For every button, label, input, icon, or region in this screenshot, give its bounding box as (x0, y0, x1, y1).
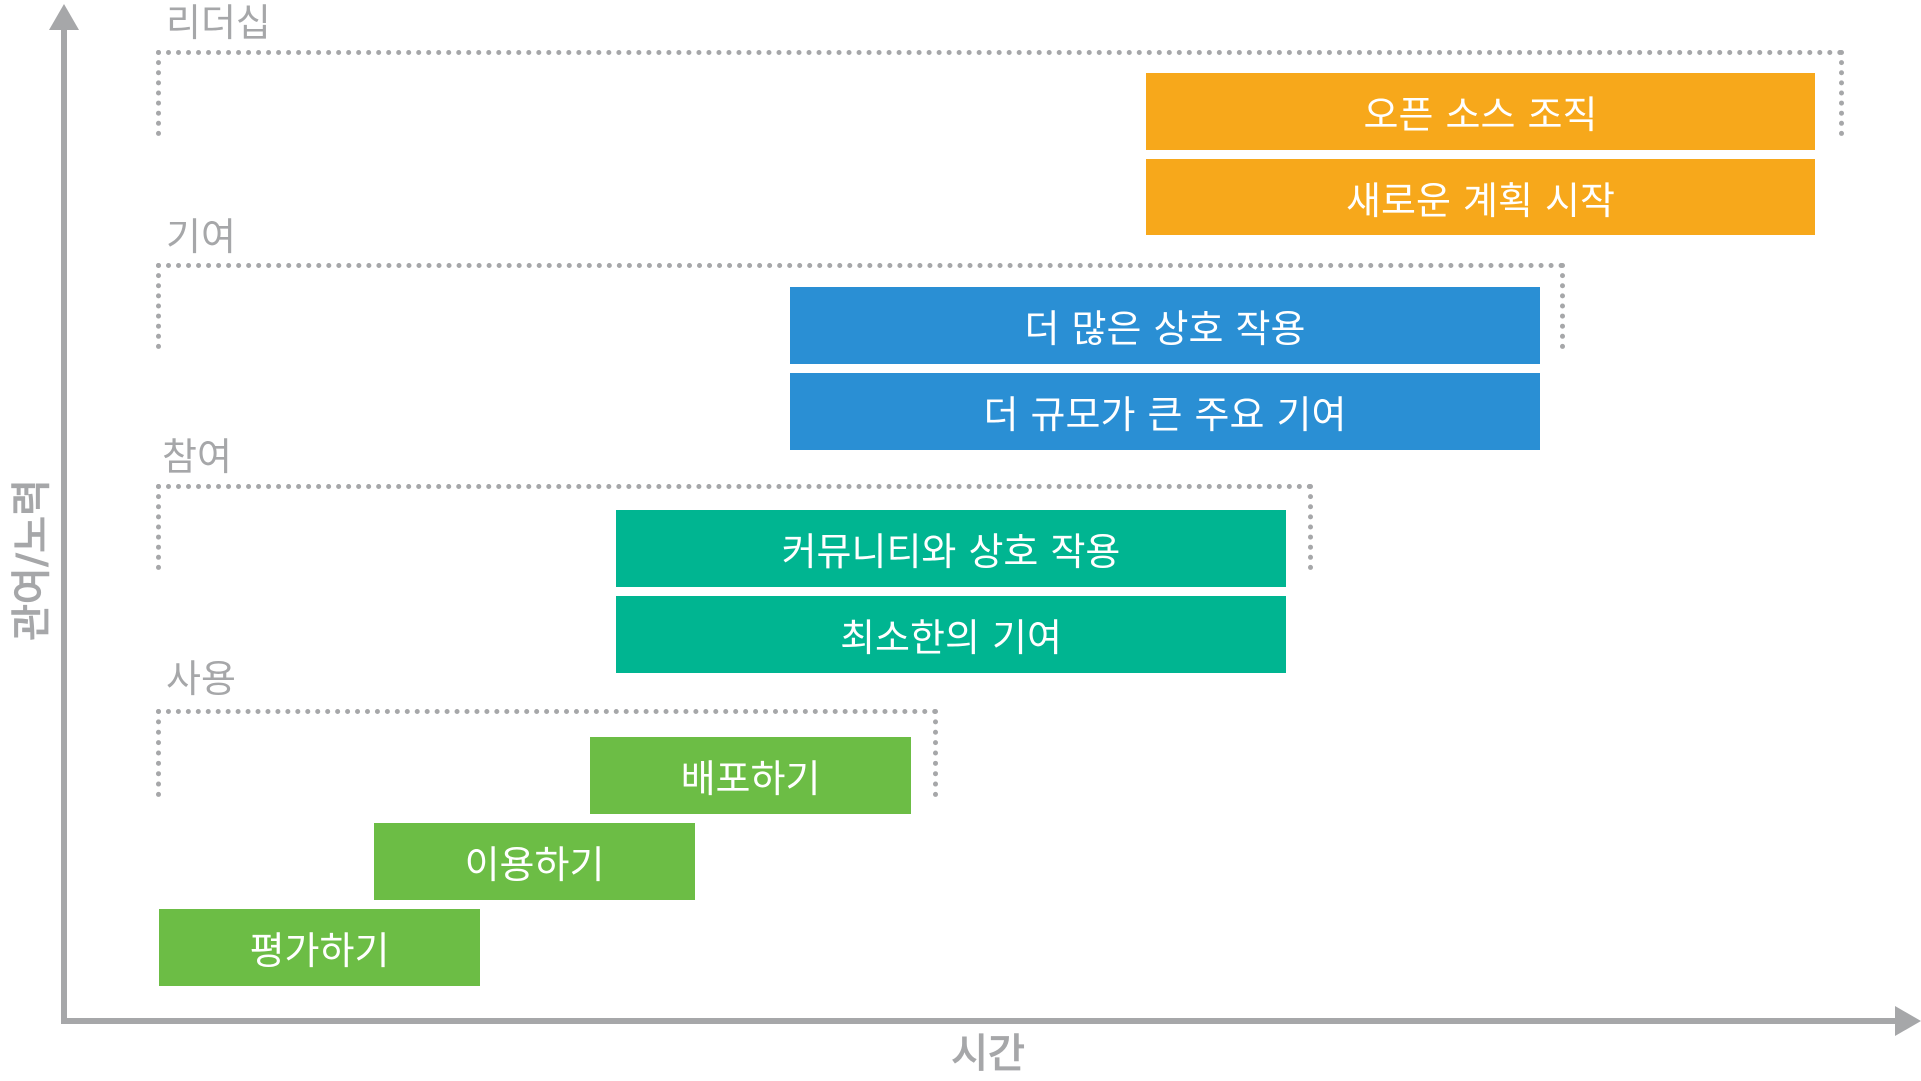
zone-label-participation: 참여 (162, 435, 232, 479)
y-axis-arrowhead (49, 4, 79, 30)
x-axis-label: 시간 (951, 1031, 1025, 1077)
bar-minimal-contribution: 최소한의 기여 (616, 596, 1286, 673)
zone-frame-leadership (156, 50, 1844, 136)
zone-frame-usage (156, 709, 938, 797)
zone-label-usage: 사용 (166, 657, 236, 701)
x-axis-line (61, 1018, 1901, 1024)
zone-label-contribution: 기여 (166, 215, 236, 259)
bar-community-interaction: 커뮤니티와 상호 작용 (616, 510, 1286, 587)
bar-more-interaction: 더 많은 상호 작용 (790, 287, 1540, 364)
bar-open-source-organization: 오픈 소스 조직 (1146, 73, 1815, 150)
zone-frame-participation (156, 484, 1313, 570)
bar-deploy: 배포하기 (590, 737, 911, 814)
zone-frame-contribution (156, 263, 1565, 349)
bar-larger-major-contribution: 더 규모가 큰 주요 기여 (790, 373, 1540, 450)
bar-use: 이용하기 (374, 823, 695, 900)
x-axis-arrowhead (1895, 1006, 1921, 1036)
bar-start-new-initiative: 새로운 계획 시작 (1146, 159, 1815, 235)
zone-label-leadership: 리더십 (166, 1, 271, 45)
bar-evaluate: 평가하기 (159, 909, 480, 986)
y-axis-label: 관여/노력 (9, 479, 55, 641)
y-axis-line (61, 24, 67, 1024)
